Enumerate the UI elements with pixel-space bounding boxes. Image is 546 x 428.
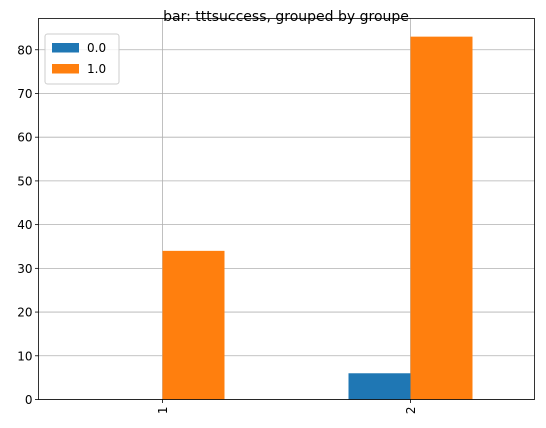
y-tick-label: 0	[25, 393, 33, 407]
plot-frame	[38, 18, 535, 400]
bar-series-1-cat-1	[410, 36, 473, 400]
bar-series-1-cat-0	[162, 250, 225, 400]
y-tick-label: 40	[17, 218, 32, 232]
y-tick-label: 10	[17, 349, 32, 363]
bar-series-0-cat-1	[348, 373, 411, 400]
legend-swatch-1	[52, 64, 79, 74]
legend-label-1: 1.0	[87, 62, 106, 76]
legend-swatch-0	[52, 43, 79, 53]
y-tick-label: 30	[17, 262, 32, 276]
bars	[162, 36, 473, 400]
x-tick-label: 2	[404, 407, 418, 415]
legend: 0.0 1.0	[44, 33, 120, 85]
y-tick-label: 20	[17, 306, 32, 320]
legend-box	[44, 33, 120, 85]
y-axis: 0 10 20 30 40 50 60 70 80	[17, 43, 39, 407]
chart-title: bar: tttsuccess, grouped by groupe	[163, 9, 409, 25]
y-tick-label: 50	[17, 174, 32, 188]
legend-label-0: 0.0	[87, 41, 106, 55]
y-tick-label: 80	[17, 43, 32, 57]
y-tick-label: 70	[17, 87, 32, 101]
y-tick-label: 60	[17, 131, 32, 145]
x-tick-label: 1	[156, 407, 170, 415]
